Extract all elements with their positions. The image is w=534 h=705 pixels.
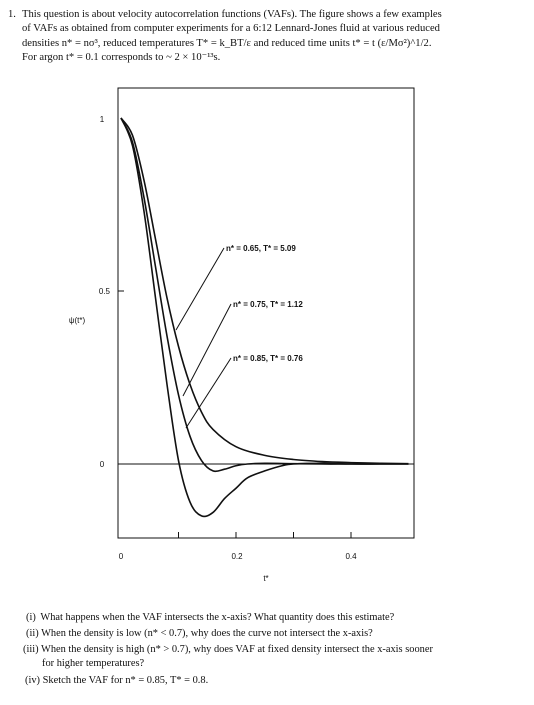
x-tick-label-0.2: 0.2	[231, 552, 243, 561]
question-label: (iii)	[23, 644, 39, 655]
question-text: Sketch the VAF for n* = 0.85, T* = 0.8.	[42, 675, 209, 686]
question-label: (iv)	[25, 675, 41, 686]
y-axis-label: ψ(t*)	[69, 316, 86, 325]
axis-ticks	[118, 290, 352, 538]
question-item: (ii) When the density is low (n* < 0.7),…	[26, 627, 522, 641]
y-tick-label-0.5: 0.5	[99, 287, 111, 296]
intro-line: densities n* = nσ³, reduced temperatures…	[22, 37, 432, 49]
series-label-2: n* = 0.75, T* = 1.12	[233, 300, 303, 309]
leader-line-2	[182, 303, 232, 397]
question-item: (iv) Sketch the VAF for n* = 0.85, T* = …	[25, 674, 522, 688]
plot-frame	[117, 87, 415, 539]
question-text: What happens when the VAF intersects the…	[40, 612, 395, 623]
vaf-series-line-3	[120, 117, 409, 518]
question-item: (iii) When the density is high (n* > 0.7…	[23, 643, 522, 671]
intro-line: This question is about velocity autocorr…	[22, 9, 442, 20]
vaf-series-line-2	[120, 117, 409, 473]
question-number: 1.	[8, 9, 16, 20]
leader-line-1	[175, 247, 225, 331]
question-text-continued: for higher temperatures?	[42, 658, 145, 669]
leader-line-3	[185, 357, 232, 429]
label-leaders	[175, 247, 232, 429]
x-tick-label-0: 0	[119, 552, 124, 561]
question-text: When the density is low (n* < 0.7), why …	[41, 628, 373, 639]
vaf-series-line-1	[120, 117, 409, 465]
question-intro: 1. This question is about velocity autoc…	[8, 8, 524, 65]
series-label-3: n* = 0.85, T* = 0.76	[233, 354, 303, 363]
intro-line: of VAFs as obtained from computer experi…	[22, 23, 440, 35]
question-label: (ii)	[26, 628, 39, 639]
series-label-1: n* = 0.65, T* = 5.09	[226, 244, 296, 253]
x-tick-label-0.4: 0.4	[345, 552, 357, 561]
intro-line: For argon t* = 0.1 corresponds to ~ 2 × …	[22, 51, 221, 63]
intro-text: This question is about velocity autocorr…	[22, 8, 524, 65]
y-tick-label-0: 0	[100, 460, 105, 469]
x-axis-label: t*	[263, 574, 268, 583]
question-text: When the density is high (n* > 0.7), why…	[41, 644, 433, 655]
vaf-curves	[120, 117, 409, 518]
question-item: (i) What happens when the VAF intersects…	[26, 611, 522, 625]
y-tick-label-1: 1	[100, 115, 105, 124]
question-label: (i)	[26, 612, 36, 623]
question-list: (i) What happens when the VAF intersects…	[23, 611, 522, 688]
